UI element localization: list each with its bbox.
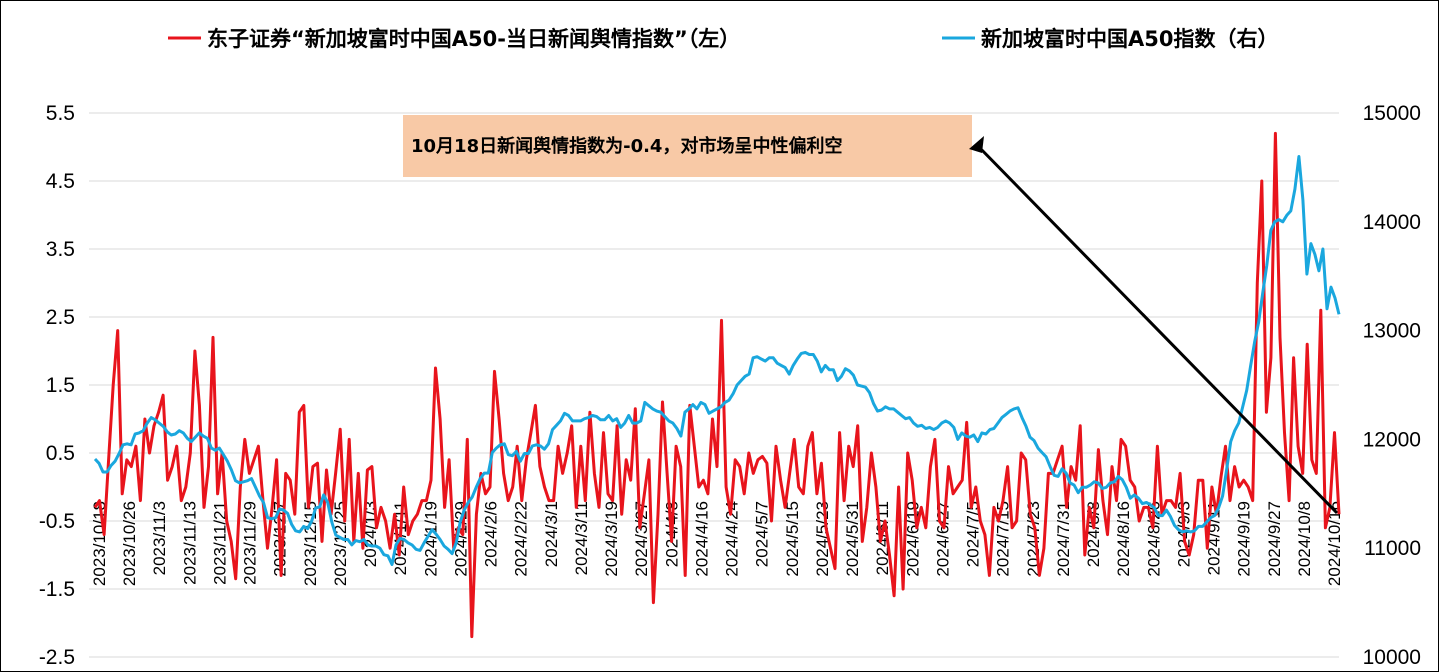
- x-tick-label: 2024/7/5: [964, 501, 983, 567]
- x-tick-label: 2024/6/27: [933, 501, 952, 577]
- x-tick-label: 2023/12/15: [301, 501, 320, 586]
- legend-label-a50: 新加坡富时中国A50指数（右）: [981, 27, 1278, 51]
- left-tick-label: 0.5: [46, 442, 75, 465]
- x-tick-label: 2023/11/3: [150, 501, 169, 575]
- x-tick-label: 2023/11/13: [180, 501, 199, 585]
- x-tick-label: 2024/1/29: [451, 501, 470, 577]
- left-tick-label: 5.5: [46, 102, 75, 125]
- annotation-arrowhead: [969, 136, 984, 153]
- left-tick-label: -1.5: [39, 578, 75, 601]
- right-tick-label: 13000: [1363, 320, 1421, 343]
- right-tick-label: 12000: [1363, 428, 1421, 451]
- x-tick-label: 2024/3/1: [542, 501, 561, 567]
- x-tick-label: 2024/3/19: [602, 501, 621, 577]
- series-line-a50: [93, 155, 1341, 566]
- x-tick-label: 2024/8/16: [1114, 501, 1133, 577]
- right-tick-label: 11000: [1364, 537, 1421, 560]
- x-tick-label: 2024/3/11: [572, 501, 591, 575]
- left-axis-ticks: -2.5 -1.5 -0.5 0.5 1.5 2.5 3.5 4.5 5.5: [39, 102, 75, 669]
- x-tick-label: 2024/10/16: [1325, 501, 1344, 586]
- left-tick-label: -2.5: [39, 646, 75, 669]
- annotation-arrow-line: [974, 142, 1339, 515]
- x-tick-label: 2024/3/27: [632, 501, 651, 577]
- x-tick-label: 2024/5/15: [783, 501, 802, 577]
- right-tick-label: 14000: [1363, 211, 1421, 234]
- x-tick-label: 2024/1/19: [421, 501, 440, 577]
- legend-label-sentiment: 东子证券“新加坡富时中国A50-当日新闻舆情指数”（左）: [207, 27, 740, 51]
- annotation-box: [403, 115, 972, 177]
- x-axis-ticks: 2023/10/18 2023/10/26 2023/11/3 2023/11/13 2…: [90, 501, 1344, 586]
- left-tick-label: 3.5: [46, 238, 75, 261]
- x-tick-label: 2024/5/23: [813, 501, 832, 577]
- x-tick-label: 2023/11/21: [210, 501, 229, 585]
- x-tick-label: 2024/8/26: [1144, 501, 1163, 577]
- series-line-sentiment: [93, 131, 1341, 639]
- x-tick-label: 2024/9/27: [1265, 501, 1284, 577]
- x-tick-label: 2024/2/22: [512, 501, 531, 577]
- x-tick-label: 2023/12/25: [331, 501, 350, 586]
- x-tick-label: 2024/9/19: [1235, 501, 1254, 577]
- series-lines: [93, 131, 1341, 639]
- x-tick-label: 2023/11/29: [241, 501, 260, 585]
- left-tick-label: 1.5: [46, 374, 75, 397]
- x-tick-label: 2024/2/6: [482, 501, 501, 567]
- x-tick-label: 2024/10/8: [1295, 501, 1314, 577]
- x-tick-label: 2024/4/24: [723, 501, 742, 577]
- right-axis-ticks: 10000 11000 12000 13000 14000 15000: [1363, 102, 1421, 669]
- left-tick-label: 2.5: [46, 306, 75, 329]
- left-tick-label: 4.5: [46, 170, 75, 193]
- annotation: 10月18日新闻舆情指数为-0.4，对市场呈中性偏利空: [403, 115, 1339, 515]
- x-tick-label: 2024/7/31: [1054, 501, 1073, 577]
- annotation-text: 10月18日新闻舆情指数为-0.4，对市场呈中性偏利空: [411, 135, 842, 157]
- left-tick-label: -0.5: [39, 510, 75, 533]
- x-tick-label: 2024/4/16: [692, 501, 711, 577]
- x-tick-label: 2023/10/26: [120, 501, 139, 586]
- legend: 东子证券“新加坡富时中国A50-当日新闻舆情指数”（左） 新加坡富时中国A50指…: [168, 27, 1278, 51]
- x-tick-label: 2024/5/7: [753, 501, 772, 567]
- x-tick-label: 2024/5/31: [843, 501, 862, 577]
- right-tick-label: 15000: [1363, 102, 1421, 125]
- right-tick-label: 10000: [1363, 646, 1421, 669]
